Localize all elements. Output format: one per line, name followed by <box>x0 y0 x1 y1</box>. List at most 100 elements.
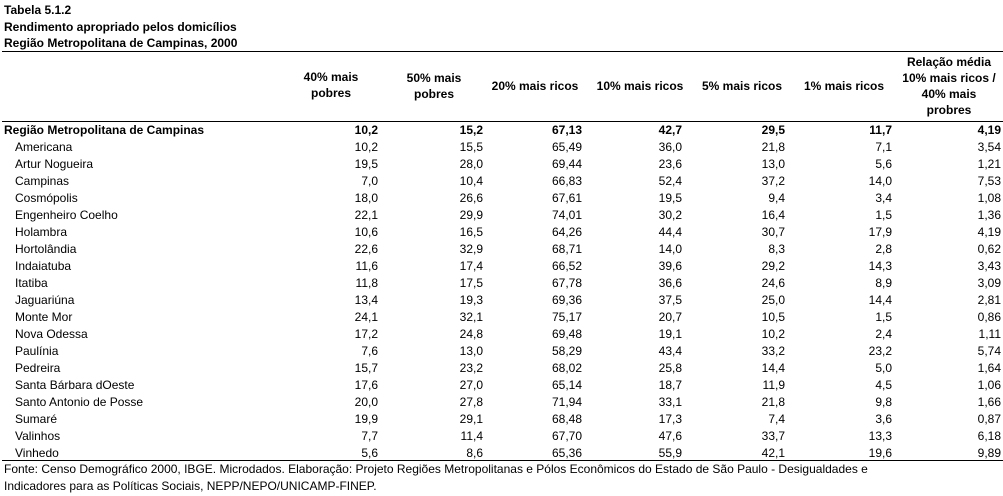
table-cell: 18,7 <box>658 378 682 392</box>
column-header-5-ricos: 5% mais ricos <box>701 79 783 93</box>
table-cell: 20,7 <box>658 310 682 324</box>
table-cell: 24,1 <box>354 310 378 324</box>
table-cell: 32,9 <box>459 242 483 256</box>
table-cell: 23,2 <box>868 344 892 358</box>
table-cell: 23,6 <box>658 157 682 171</box>
table-cell: 29,2 <box>761 259 785 273</box>
table-cell: 55,9 <box>658 446 682 460</box>
table-cell: 17,2 <box>354 327 378 341</box>
table-cell: 22,1 <box>354 208 378 222</box>
table-cell: 68,02 <box>551 361 582 375</box>
table-row: Sumaré 19,9 29,1 68,48 17,3 7,4 3,6 0,87 <box>0 411 1003 428</box>
table-cell: 7,0 <box>361 174 378 188</box>
table-cell: 29,9 <box>459 208 483 222</box>
table-cell: 15,2 <box>459 123 483 137</box>
table-cell: 0,62 <box>977 242 1001 256</box>
table-cell: 10,5 <box>761 310 785 324</box>
table-cell: 9,4 <box>768 191 785 205</box>
table-cell: 67,70 <box>551 429 582 443</box>
table-cell: 8,6 <box>466 446 483 460</box>
table-cell: 9,89 <box>977 446 1001 460</box>
table-subtitle: Região Metropolitana de Campinas, 2000 <box>4 36 238 50</box>
table-cell: 67,78 <box>551 276 582 290</box>
table-body: Região Metropolitana de Campinas 10,2 15,2… <box>0 122 1003 462</box>
table-cell: 11,6 <box>355 259 378 273</box>
table-cell: 42,1 <box>761 446 785 460</box>
table-cell: 4,19 <box>977 123 1001 137</box>
table-cell: 58,29 <box>551 344 582 358</box>
table-cell: 66,83 <box>551 174 582 188</box>
table-cell: 15,5 <box>459 140 483 154</box>
table-cell: 26,6 <box>459 191 483 205</box>
table-cell: 65,49 <box>551 140 582 154</box>
table-cell: 17,6 <box>354 378 378 392</box>
table-cell: 14,0 <box>658 242 682 256</box>
row-label: Cosmópolis <box>15 191 78 205</box>
table-cell: 7,6 <box>361 344 378 358</box>
table-cell: 28,0 <box>459 157 483 171</box>
table-cell: 42,7 <box>658 123 682 137</box>
row-label: Santo Antonio de Posse <box>15 395 144 409</box>
table-row: Santa Bárbara dOeste 17,6 27,0 65,14 18,7 11,… <box>0 377 1003 394</box>
table-cell: 65,14 <box>551 378 582 392</box>
table-row: Cosmópolis 18,0 26,6 67,61 19,5 9,4 3,4 1,08 <box>0 190 1003 207</box>
table-cell: 47,6 <box>658 429 682 443</box>
table-cell: 11,7 <box>869 123 892 137</box>
table-cell: 33,7 <box>761 429 785 443</box>
table-cell: 68,48 <box>551 412 582 426</box>
table-row: Santo Antonio de Posse 20,0 27,8 71,94 33,1 2… <box>0 394 1003 411</box>
table-cell: 4,19 <box>977 225 1001 239</box>
table-cell: 25,8 <box>658 361 682 375</box>
table-cell: 7,7 <box>361 429 378 443</box>
table-cell: 13,3 <box>868 429 892 443</box>
table-cell: 21,8 <box>761 395 785 409</box>
table-cell: 30,7 <box>761 225 785 239</box>
table-cell: 29,5 <box>761 123 785 137</box>
table-cell: 5,6 <box>875 157 892 171</box>
table-cell: 3,4 <box>875 191 892 205</box>
table-cell: 9,8 <box>875 395 892 409</box>
table-cell: 33,2 <box>761 344 785 358</box>
table-cell: 10,2 <box>354 140 378 154</box>
table-cell: 37,5 <box>658 293 682 307</box>
table-cell: 21,8 <box>761 140 785 154</box>
table-row: Paulínia 7,6 13,0 58,29 43,4 33,2 23,2 5,74 <box>0 343 1003 360</box>
table-row: Holambra 10,6 16,5 64,26 44,4 30,7 17,9 4,19 <box>0 224 1003 241</box>
table-cell: 19,3 <box>459 293 483 307</box>
table-cell: 64,26 <box>551 225 582 239</box>
table-row: Vinhedo 5,6 8,6 65,36 55,9 42,1 19,6 9,89 <box>0 445 1003 462</box>
source-note-line-2: Indicadores para as Políticas Sociais, N… <box>4 479 377 493</box>
table-cell: 71,94 <box>551 395 582 409</box>
column-header-50-pobres: 50% mais pobres <box>406 71 462 101</box>
table-cell: 1,64 <box>977 361 1001 375</box>
table-cell: 3,6 <box>875 412 892 426</box>
row-label: Monte Mor <box>15 310 73 324</box>
table-cell: 67,13 <box>551 123 582 137</box>
table-cell: 24,8 <box>459 327 483 341</box>
table-cell: 10,4 <box>459 174 483 188</box>
table-cell: 69,48 <box>551 327 582 341</box>
table-cell: 37,2 <box>761 174 785 188</box>
table-cell: 1,36 <box>977 208 1001 222</box>
table-cell: 5,0 <box>875 361 892 375</box>
table-cell: 36,0 <box>658 140 682 154</box>
table-cell: 1,06 <box>977 378 1001 392</box>
table-cell: 1,08 <box>977 191 1001 205</box>
table-cell: 19,9 <box>354 412 378 426</box>
table-cell: 33,1 <box>658 395 682 409</box>
row-label: Indaiatuba <box>15 259 72 273</box>
table-row: Hortolândia 22,6 32,9 68,71 14,0 8,3 2,8 0,62 <box>0 241 1003 258</box>
table-cell: 2,8 <box>875 242 892 256</box>
table-row: Indaiatuba 11,6 17,4 66,52 39,6 29,2 14,3 3,43 <box>0 258 1003 275</box>
table-row: Jaguariúna 13,4 19,3 69,36 37,5 25,0 14,4 2,81 <box>0 292 1003 309</box>
row-label: Pedreira <box>15 361 61 375</box>
row-label: Valinhos <box>15 429 61 443</box>
table-cell: 7,1 <box>875 140 892 154</box>
table-number: Tabela 5.1.2 <box>4 3 72 17</box>
table-bottom-rule <box>2 460 1003 461</box>
table-cell: 27,8 <box>459 395 483 409</box>
row-label: Campinas <box>15 174 70 188</box>
table-cell: 69,44 <box>551 157 582 171</box>
table-cell: 17,9 <box>868 225 892 239</box>
table-row: Valinhos 7,7 11,4 67,70 47,6 33,7 13,3 6,18 <box>0 428 1003 445</box>
